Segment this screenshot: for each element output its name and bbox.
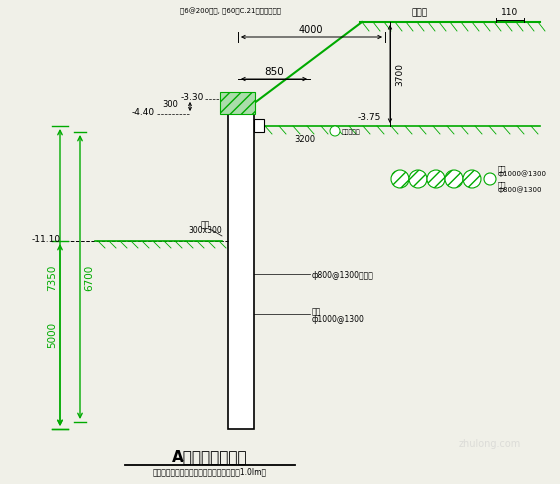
Circle shape (463, 171, 481, 189)
Circle shape (445, 171, 463, 189)
Text: 毛安路: 毛安路 (412, 8, 428, 17)
Text: -3.30: -3.30 (181, 93, 204, 102)
Text: ф1000@1300: ф1000@1300 (312, 314, 365, 323)
Text: 3200: 3200 (295, 135, 316, 144)
Circle shape (330, 127, 340, 136)
Text: 3700: 3700 (395, 63, 404, 86)
Bar (228, 105, 254, 429)
Text: 5000: 5000 (47, 321, 57, 348)
Text: 桩桩: 桩桩 (498, 181, 506, 187)
Text: ф800@1300: ф800@1300 (498, 186, 543, 193)
Text: 300x300: 300x300 (188, 226, 222, 235)
Text: -3.75: -3.75 (358, 113, 381, 122)
Text: 桩桩: 桩桩 (312, 307, 321, 316)
Bar (220, 93, 255, 115)
Text: 6700: 6700 (84, 264, 94, 290)
Text: zhulong.com: zhulong.com (459, 438, 521, 448)
Text: 锚桩: 锚桩 (498, 165, 506, 171)
Circle shape (427, 171, 445, 189)
Text: ф800@1300钻孔桩: ф800@1300钻孔桩 (312, 270, 374, 279)
Circle shape (484, 174, 496, 186)
Bar (254, 120, 264, 133)
Circle shape (391, 171, 409, 189)
Text: A区基坑支护剖面: A区基坑支护剖面 (172, 448, 248, 463)
Text: 注：止水桩桩端穿过砂卵石层置入铜柱土层1.0Im。: 注：止水桩桩端穿过砂卵石层置入铜柱土层1.0Im。 (153, 466, 267, 475)
Text: 钢6@200钢筋, 钢60砼C.21面层标号详图: 钢6@200钢筋, 钢60砼C.21面层标号详图 (180, 7, 281, 15)
Text: 7350: 7350 (47, 264, 57, 290)
Text: 850: 850 (264, 67, 284, 77)
Text: 护桩: 护桩 (200, 220, 209, 228)
Text: ф1000@1300: ф1000@1300 (498, 170, 547, 177)
Text: 消水规则桩: 消水规则桩 (342, 129, 361, 135)
Text: 300: 300 (162, 100, 178, 109)
Text: -4.40: -4.40 (132, 108, 155, 117)
Text: 4000: 4000 (298, 25, 323, 35)
Circle shape (409, 171, 427, 189)
Text: 110: 110 (501, 8, 519, 17)
Text: -11.10: -11.10 (32, 235, 61, 243)
